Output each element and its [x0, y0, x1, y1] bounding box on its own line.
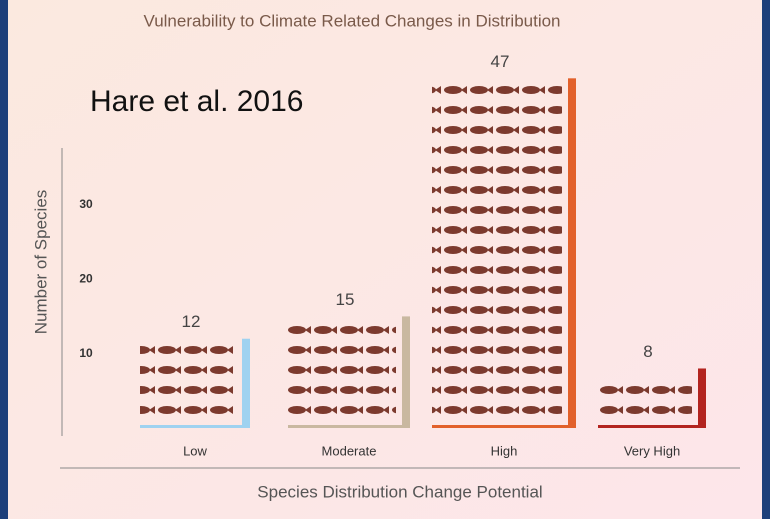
bar-base [288, 425, 410, 428]
species-icons [288, 322, 396, 424]
species-icons [432, 84, 562, 424]
value-label: 12 [182, 312, 201, 331]
y-axis-label: Number of Species [31, 190, 50, 335]
value-label: 8 [643, 342, 652, 361]
species-icons [140, 344, 236, 424]
annotation: Hare et al. 2016 [90, 85, 303, 118]
bar [698, 368, 706, 428]
bar [402, 316, 410, 428]
x-tick-label: High [491, 443, 518, 458]
bar-base [432, 425, 576, 428]
value-label: 47 [491, 52, 510, 71]
x-tick-label: Moderate [322, 443, 377, 458]
value-label: 15 [336, 290, 355, 309]
x-tick-label: Low [183, 443, 207, 458]
bar [242, 338, 250, 428]
species-icons [598, 374, 692, 424]
y-tick-label: 20 [79, 271, 93, 285]
x-axis-label: Species Distribution Change Potential [257, 482, 542, 501]
chart-title: Vulnerability to Climate Related Changes… [143, 11, 560, 30]
bar-base [598, 425, 706, 428]
y-tick-label: 30 [79, 197, 93, 211]
bar-base [140, 425, 250, 428]
x-tick-label: Very High [624, 443, 680, 458]
y-tick-label: 10 [79, 346, 93, 360]
background [8, 0, 762, 519]
bar [568, 78, 576, 428]
